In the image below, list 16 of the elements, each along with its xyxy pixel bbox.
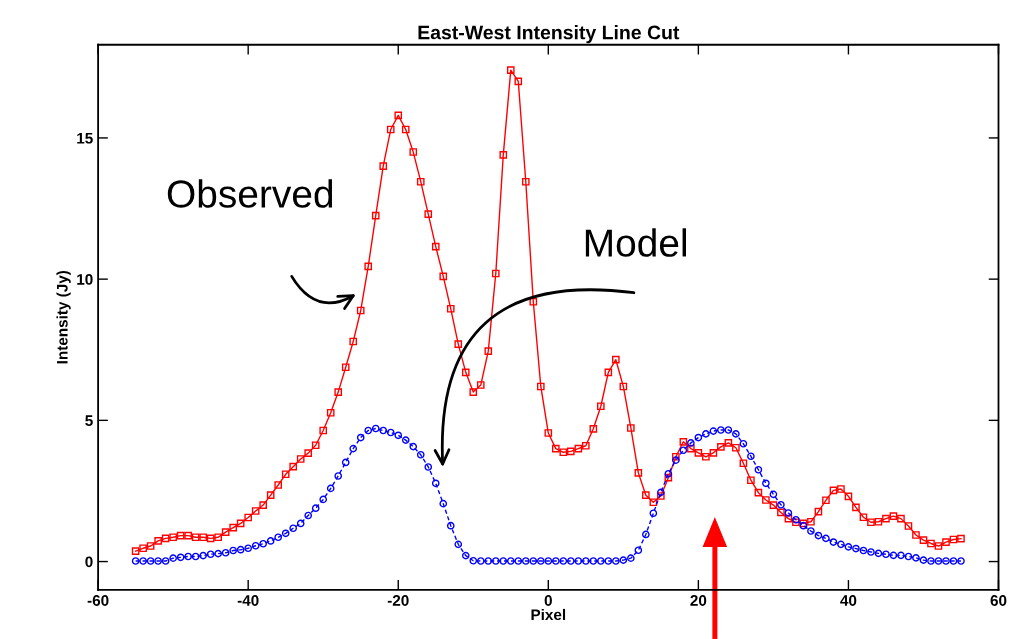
annotation: Observed [167, 179, 333, 208]
x-tick-label: -60 [87, 595, 109, 606]
x-axis-title: Pixel [531, 608, 566, 621]
x-tick-label: 60 [990, 595, 1007, 606]
y-tick-label: 5 [85, 415, 93, 427]
x-tick-label: 0 [544, 595, 552, 606]
chart-title: East-West Intensity Line Cut [418, 25, 680, 44]
x-tick-label: 20 [690, 595, 707, 606]
x-tick-label: -20 [387, 595, 409, 606]
y-tick-label: 10 [77, 274, 93, 285]
annotation: Model [585, 228, 686, 257]
y-tick-label: 0 [85, 556, 93, 568]
y-tick-label: 15 [77, 132, 93, 144]
y-axis-title: Intensity (Jy) [56, 270, 71, 364]
x-tick-label: 40 [840, 595, 857, 606]
x-tick-label: -40 [237, 595, 259, 606]
